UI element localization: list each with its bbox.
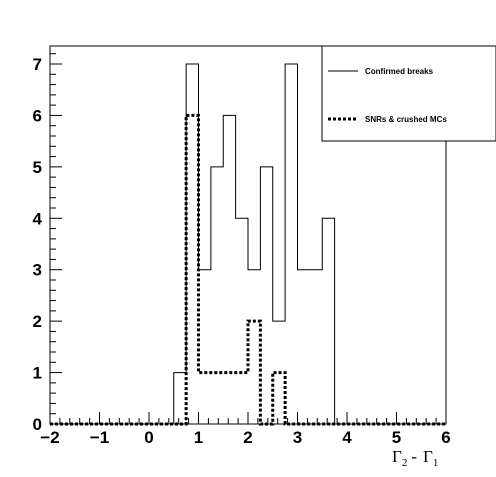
y-tick-label: 1 xyxy=(33,364,42,383)
y-tick-label: 7 xyxy=(33,55,42,74)
y-tick-label: 6 xyxy=(33,106,42,125)
x-axis-title-minus: - xyxy=(411,447,417,466)
x-tick-label: −1 xyxy=(90,428,109,447)
x-axis-title-gamma-b: Γ xyxy=(423,447,433,466)
x-tick-label: 0 xyxy=(144,428,153,447)
y-tick-label: 3 xyxy=(33,261,42,280)
x-tick-label: −2 xyxy=(40,428,59,447)
x-axis-title: Γ2- Γ1 xyxy=(392,447,438,469)
series-snrs-crushed-mcs xyxy=(50,113,446,426)
legend-label-confirmed-breaks: Confirmed breaks xyxy=(365,67,434,76)
x-axis-title-sub-b: 1 xyxy=(433,457,439,469)
y-tick-label: 0 xyxy=(33,415,42,434)
x-tick-label: 3 xyxy=(293,428,302,447)
x-axis-title-sub-a: 2 xyxy=(402,457,408,469)
y-tick-label: 5 xyxy=(33,158,42,177)
x-axis-title-gamma-a: Γ xyxy=(392,447,402,466)
x-tick-label: 1 xyxy=(194,428,203,447)
axes-layer: −2 −1 0 1 2 3 4 5 6 0 1 2 3 4 5 6 7 xyxy=(33,45,451,447)
x-tick-label: 6 xyxy=(441,428,450,447)
x-tick-label: 2 xyxy=(243,428,252,447)
svg-text:Γ2-Γ1: Γ2- Γ1 xyxy=(392,447,438,469)
y-tick-label: 2 xyxy=(33,312,42,331)
x-tick-label: 4 xyxy=(342,428,352,447)
y-tick-label: 4 xyxy=(33,209,43,228)
x-tick-label: 5 xyxy=(392,428,401,447)
series-layer xyxy=(50,63,446,426)
legend-box xyxy=(321,45,496,142)
legend: Confirmed breaks SNRs & crushed MCs xyxy=(321,45,496,142)
legend-label-snrs: SNRs & crushed MCs xyxy=(365,115,447,124)
